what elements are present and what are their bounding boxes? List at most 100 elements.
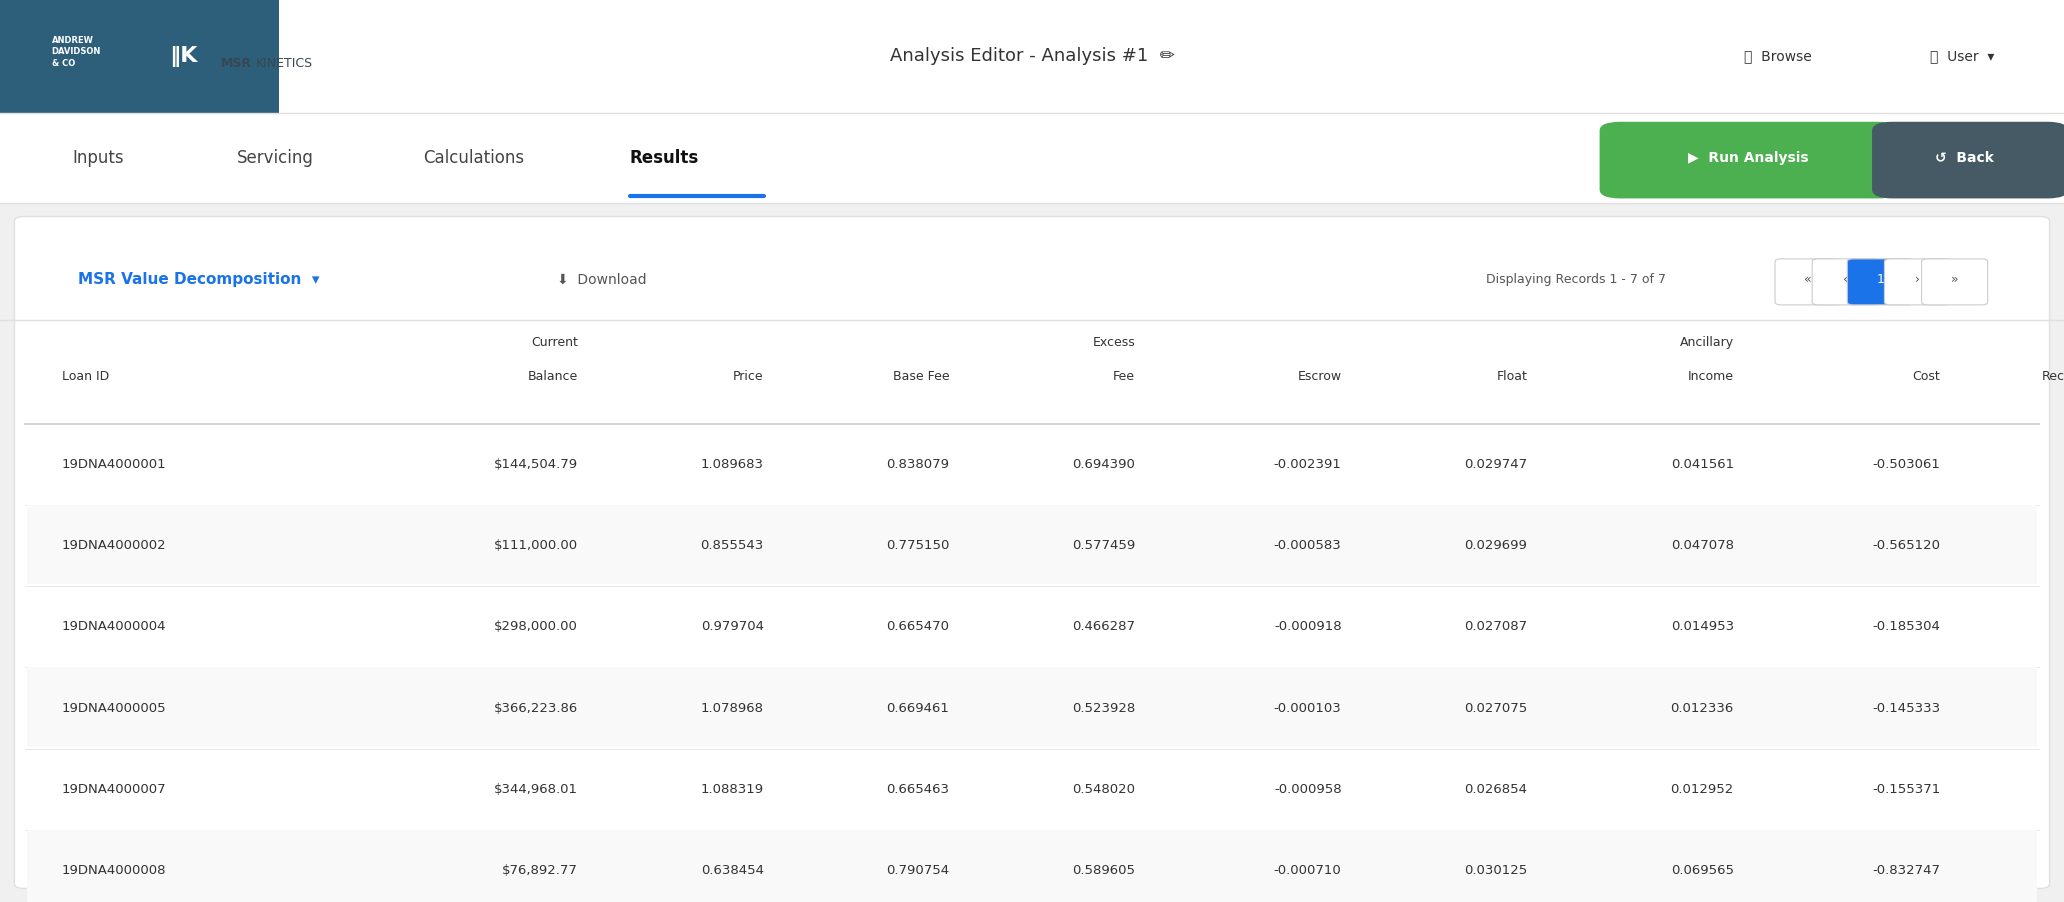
Text: 0.694390: 0.694390 (1073, 458, 1135, 471)
Text: $144,504.79: $144,504.79 (493, 458, 578, 471)
Text: 0.012336: 0.012336 (1670, 702, 1734, 714)
Text: Loan ID: Loan ID (62, 370, 109, 382)
Text: Excess: Excess (1092, 336, 1135, 349)
FancyBboxPatch shape (1884, 259, 1950, 305)
Text: 0.577459: 0.577459 (1071, 539, 1135, 552)
Text: 0.029699: 0.029699 (1465, 539, 1527, 552)
Text: -0.565120: -0.565120 (1872, 539, 1940, 552)
Text: Fee: Fee (1112, 370, 1135, 382)
Text: 19DNA4000001: 19DNA4000001 (62, 458, 167, 471)
Text: 1.088319: 1.088319 (700, 783, 764, 796)
Text: Price: Price (733, 370, 764, 382)
Text: -0.145333: -0.145333 (1872, 702, 1940, 714)
FancyBboxPatch shape (27, 667, 2037, 747)
Text: Analysis Editor - Analysis #1  ✏: Analysis Editor - Analysis #1 ✏ (890, 48, 1174, 65)
Text: Results: Results (630, 149, 700, 167)
Text: ‹: ‹ (1843, 273, 1847, 286)
Text: 19DNA4000004: 19DNA4000004 (62, 621, 167, 633)
Text: -0.185304: -0.185304 (1872, 621, 1940, 633)
Text: Income: Income (1688, 370, 1734, 382)
Text: Inputs: Inputs (72, 149, 124, 167)
Text: 1.089683: 1.089683 (700, 458, 764, 471)
Text: Current: Current (530, 336, 578, 349)
Text: $298,000.00: $298,000.00 (493, 621, 578, 633)
Text: Cost: Cost (1913, 370, 1940, 382)
Text: -0.832747: -0.832747 (1872, 864, 1940, 877)
Text: $344,968.01: $344,968.01 (493, 783, 578, 796)
Text: -0.155371: -0.155371 (1872, 783, 1940, 796)
Text: -0.503061: -0.503061 (1872, 458, 1940, 471)
Text: «: « (1804, 273, 1812, 286)
Text: -0.000958: -0.000958 (1273, 783, 1342, 796)
Text: 0.029747: 0.029747 (1463, 458, 1527, 471)
Text: $366,223.86: $366,223.86 (493, 702, 578, 714)
Text: Servicing: Servicing (237, 149, 314, 167)
Text: Displaying Records 1 - 7 of 7: Displaying Records 1 - 7 of 7 (1486, 273, 1666, 286)
Text: 0.790754: 0.790754 (885, 864, 949, 877)
FancyBboxPatch shape (1922, 259, 1988, 305)
Text: 0.669461: 0.669461 (888, 702, 949, 714)
Text: Escrow: Escrow (1298, 370, 1342, 382)
Text: 0.855543: 0.855543 (700, 539, 764, 552)
Text: ANDREW
DAVIDSON
& CO: ANDREW DAVIDSON & CO (52, 35, 101, 69)
Text: ›: › (1915, 273, 1920, 286)
Text: ⬇  Download: ⬇ Download (557, 272, 646, 287)
Text: »: » (1950, 273, 1959, 286)
FancyBboxPatch shape (27, 830, 2037, 902)
Text: Balance: Balance (528, 370, 578, 382)
FancyBboxPatch shape (0, 113, 2064, 203)
Text: 0.548020: 0.548020 (1071, 783, 1135, 796)
Text: -0.000583: -0.000583 (1273, 539, 1342, 552)
Text: 0.466287: 0.466287 (1071, 621, 1135, 633)
Text: KINETICS: KINETICS (256, 57, 314, 70)
Text: 0.589605: 0.589605 (1071, 864, 1135, 877)
FancyBboxPatch shape (0, 0, 279, 113)
Text: Base Fee: Base Fee (894, 370, 949, 382)
FancyBboxPatch shape (1847, 259, 1913, 305)
Text: -0.002391: -0.002391 (1273, 458, 1342, 471)
Text: 1: 1 (1876, 273, 1884, 286)
Text: 0.041561: 0.041561 (1670, 458, 1734, 471)
Text: 0.665470: 0.665470 (885, 621, 949, 633)
Text: $111,000.00: $111,000.00 (493, 539, 578, 552)
Text: 0.012952: 0.012952 (1670, 783, 1734, 796)
FancyBboxPatch shape (1775, 259, 1841, 305)
Text: -0.000103: -0.000103 (1273, 702, 1342, 714)
Text: 0.047078: 0.047078 (1670, 539, 1734, 552)
Text: 0.014953: 0.014953 (1670, 621, 1734, 633)
Text: ▶  Run Analysis: ▶ Run Analysis (1688, 151, 1808, 165)
Text: ‖K: ‖K (169, 46, 198, 67)
Text: 0.026854: 0.026854 (1463, 783, 1527, 796)
Text: 19DNA4000008: 19DNA4000008 (62, 864, 167, 877)
Text: 👤  User  ▾: 👤 User ▾ (1930, 50, 1994, 63)
Text: Calculations: Calculations (423, 149, 524, 167)
Text: 19DNA4000007: 19DNA4000007 (62, 783, 167, 796)
FancyBboxPatch shape (0, 0, 2064, 113)
Text: Float: Float (1496, 370, 1527, 382)
Text: -0.000710: -0.000710 (1273, 864, 1342, 877)
Text: 0.838079: 0.838079 (885, 458, 949, 471)
Text: 0.665463: 0.665463 (885, 783, 949, 796)
Text: 0.979704: 0.979704 (700, 621, 764, 633)
Text: 19DNA4000002: 19DNA4000002 (62, 539, 167, 552)
Text: 0.775150: 0.775150 (885, 539, 949, 552)
Text: 📁  Browse: 📁 Browse (1744, 50, 1812, 63)
Text: Ancillary: Ancillary (1680, 336, 1734, 349)
Text: 1.078968: 1.078968 (700, 702, 764, 714)
Text: 0.030125: 0.030125 (1463, 864, 1527, 877)
Text: 0.523928: 0.523928 (1071, 702, 1135, 714)
Text: 0.027087: 0.027087 (1463, 621, 1527, 633)
FancyBboxPatch shape (1872, 122, 2064, 198)
Text: 0.027075: 0.027075 (1463, 702, 1527, 714)
FancyBboxPatch shape (27, 505, 2037, 584)
Text: 0.069565: 0.069565 (1670, 864, 1734, 877)
Text: MSR Value Decomposition  ▾: MSR Value Decomposition ▾ (78, 272, 320, 287)
Text: $76,892.77: $76,892.77 (502, 864, 578, 877)
Text: ↺  Back: ↺ Back (1936, 151, 1994, 165)
FancyBboxPatch shape (14, 216, 2050, 888)
FancyBboxPatch shape (1600, 122, 1899, 198)
Text: 19DNA4000005: 19DNA4000005 (62, 702, 167, 714)
Text: MSR: MSR (221, 57, 252, 70)
Text: 0.638454: 0.638454 (700, 864, 764, 877)
Text: -0.000918: -0.000918 (1273, 621, 1342, 633)
